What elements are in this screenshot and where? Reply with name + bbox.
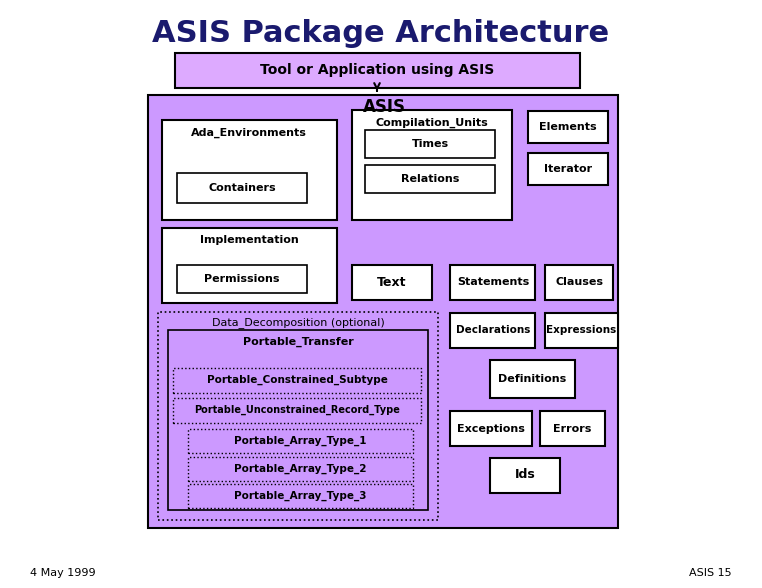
Bar — [177, 173, 307, 203]
Text: Text: Text — [377, 276, 407, 289]
Bar — [188, 484, 413, 508]
Bar — [148, 95, 618, 528]
Bar — [162, 228, 337, 303]
Bar — [188, 457, 413, 481]
Text: Portable_Array_Type_1: Portable_Array_Type_1 — [234, 436, 367, 446]
Text: Elements: Elements — [539, 122, 597, 132]
Text: Errors: Errors — [552, 424, 591, 434]
Bar — [490, 360, 575, 398]
Text: Implementation: Implementation — [200, 235, 299, 245]
Text: Compilation_Units: Compilation_Units — [376, 118, 488, 128]
Text: ASIS 15: ASIS 15 — [690, 568, 732, 578]
Text: Exceptions: Exceptions — [457, 424, 525, 434]
Bar — [173, 398, 421, 423]
Text: Definitions: Definitions — [498, 374, 566, 384]
Bar — [545, 313, 618, 348]
Bar — [352, 265, 432, 300]
Bar — [175, 53, 580, 88]
Text: Containers: Containers — [208, 183, 276, 193]
Text: Data_Decomposition (optional): Data_Decomposition (optional) — [212, 318, 384, 329]
Text: Portable_Constrained_Subtype: Portable_Constrained_Subtype — [207, 375, 387, 385]
Bar — [188, 429, 413, 453]
Text: Expressions: Expressions — [546, 325, 616, 335]
Text: Clauses: Clauses — [555, 277, 603, 287]
Text: Portable_Array_Type_2: Portable_Array_Type_2 — [234, 464, 367, 474]
Bar — [528, 111, 608, 143]
Bar — [540, 411, 605, 446]
Text: Times: Times — [411, 139, 449, 149]
Text: Portable_Transfer: Portable_Transfer — [242, 337, 354, 347]
Bar — [168, 330, 428, 510]
Bar — [450, 265, 535, 300]
Text: Ids: Ids — [514, 469, 536, 482]
Bar — [158, 312, 438, 520]
Text: ASIS: ASIS — [363, 98, 405, 116]
Text: Portable_Unconstrained_Record_Type: Portable_Unconstrained_Record_Type — [194, 405, 400, 415]
Text: Iterator: Iterator — [544, 164, 592, 174]
Bar — [162, 120, 337, 220]
Text: Declarations: Declarations — [456, 325, 530, 335]
Text: Portable_Array_Type_3: Portable_Array_Type_3 — [234, 491, 367, 501]
Bar — [528, 153, 608, 185]
Bar — [545, 265, 613, 300]
Bar — [450, 313, 535, 348]
Text: Tool or Application using ASIS: Tool or Application using ASIS — [260, 63, 494, 77]
Bar — [365, 130, 495, 158]
Bar — [177, 265, 307, 293]
Text: Ada_Environments: Ada_Environments — [191, 128, 307, 138]
Text: Permissions: Permissions — [204, 274, 280, 284]
Bar — [490, 458, 560, 493]
Text: ASIS Package Architecture: ASIS Package Architecture — [152, 18, 610, 48]
Bar — [450, 411, 532, 446]
Text: Relations: Relations — [401, 174, 459, 184]
Bar — [365, 165, 495, 193]
Bar — [352, 110, 512, 220]
Text: 4 May 1999: 4 May 1999 — [30, 568, 95, 578]
Text: Statements: Statements — [457, 277, 529, 287]
Bar — [173, 368, 421, 393]
